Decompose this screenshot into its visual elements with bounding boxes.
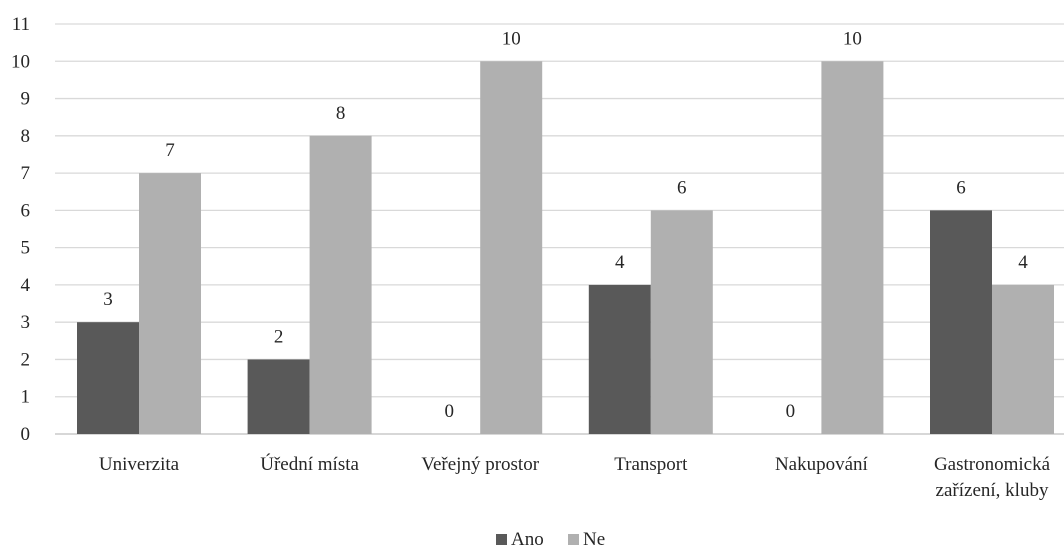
data-label: 0	[444, 401, 454, 422]
bar-ne	[480, 61, 543, 434]
bar-ano	[247, 359, 310, 434]
category-label: Úřední místa	[260, 453, 359, 475]
bar-ano	[588, 284, 651, 434]
data-label: 10	[502, 28, 521, 49]
gridlines	[55, 23, 1064, 435]
legend-label-ano: Ano	[511, 529, 544, 550]
bar-ne	[650, 210, 713, 434]
category-label: Univerzita	[99, 454, 180, 475]
y-tick-label: 0	[21, 424, 31, 445]
legend-swatch-ne	[568, 534, 579, 545]
bar-ne	[821, 61, 884, 434]
y-tick-label: 1	[21, 387, 31, 408]
bars	[77, 61, 1054, 434]
legend-label-ne: Ne	[583, 529, 605, 550]
y-tick-label: 2	[21, 349, 31, 370]
data-label: 0	[786, 401, 796, 422]
data-label: 7	[165, 140, 175, 161]
category-label: Nakupování	[775, 454, 869, 475]
legend-swatch-ano	[496, 534, 507, 545]
category-label: zařízení, kluby	[936, 480, 1049, 501]
y-tick-label: 11	[12, 14, 30, 35]
x-axis: Univerzita Úřední místa Veřejný prostor Tra…	[99, 453, 1051, 501]
y-tick-label: 10	[11, 51, 30, 72]
bar-ne	[309, 135, 372, 434]
data-label: 10	[843, 28, 862, 49]
y-tick-label: 6	[21, 200, 31, 221]
category-label: Gastronomická	[934, 454, 1051, 475]
y-axis: 0 1 2 3 4 5 6 7 8 9 10 11	[11, 14, 31, 445]
category-label: Transport	[614, 454, 688, 475]
data-label: 3	[103, 289, 113, 310]
data-label: 6	[677, 177, 687, 198]
y-tick-label: 8	[21, 126, 31, 147]
category-label: Veřejný prostor	[421, 454, 539, 475]
data-label: 2	[274, 326, 284, 347]
bar-ano	[930, 210, 992, 434]
legend: Ano Ne	[496, 529, 605, 550]
bar-ano	[77, 322, 139, 434]
data-labels: 3 7 2 8 0 10 4 6 0 10 6 4	[103, 28, 1028, 422]
y-tick-label: 7	[21, 163, 31, 184]
data-label: 4	[615, 252, 625, 273]
y-tick-label: 4	[21, 275, 31, 296]
bar-ne	[139, 173, 201, 434]
data-label: 4	[1018, 252, 1028, 273]
data-label: 8	[336, 103, 346, 124]
y-tick-label: 3	[21, 312, 31, 333]
y-tick-label: 9	[21, 89, 31, 110]
data-label: 6	[956, 177, 966, 198]
bar-ne	[992, 284, 1054, 434]
y-tick-label: 5	[21, 238, 31, 259]
